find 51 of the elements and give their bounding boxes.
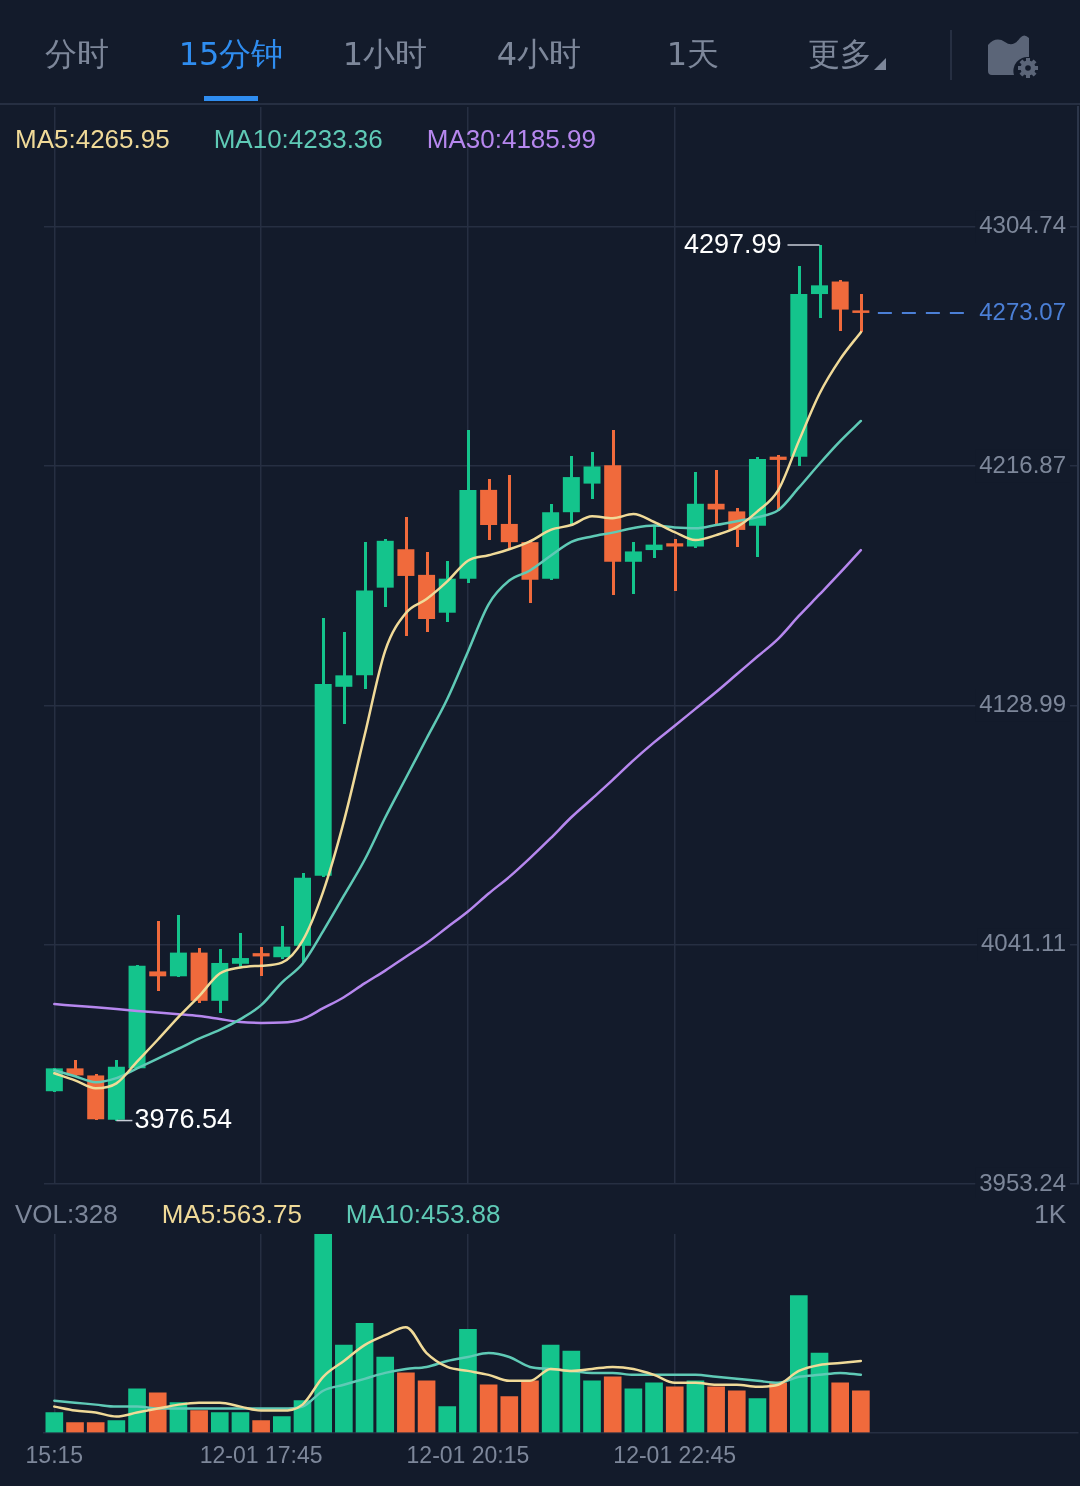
text: MA5:563.75 xyxy=(161,1199,302,1230)
bar xyxy=(190,1410,208,1433)
bar xyxy=(210,1412,229,1433)
bar xyxy=(562,1350,581,1433)
bar xyxy=(252,1420,270,1433)
bar xyxy=(66,1422,84,1433)
text: 1天 xyxy=(666,35,720,73)
x-tick-label: 12-01 22:45 xyxy=(613,1441,737,1468)
bar xyxy=(727,1390,746,1433)
bar xyxy=(541,1344,560,1433)
bar xyxy=(86,1422,105,1433)
x-tick-label: 12-01 20:15 xyxy=(406,1441,530,1468)
bar xyxy=(852,1390,870,1433)
bar xyxy=(748,1398,767,1433)
bar xyxy=(376,1356,395,1433)
text: 1K xyxy=(1034,1199,1067,1230)
bar xyxy=(272,1416,291,1433)
bar xyxy=(831,1382,850,1433)
bar xyxy=(624,1388,643,1433)
bar xyxy=(438,1406,457,1433)
bar xyxy=(335,1344,353,1433)
bar xyxy=(665,1386,684,1433)
y-tick-label: 3953.24 xyxy=(979,1168,1066,1196)
text: 更多 xyxy=(808,35,872,73)
bar xyxy=(397,1372,415,1433)
bar xyxy=(45,1412,64,1433)
bar xyxy=(789,1295,808,1433)
x-tick-label: 15:15 xyxy=(25,1441,84,1468)
bar xyxy=(417,1380,436,1433)
bar xyxy=(645,1382,663,1433)
bar xyxy=(479,1384,498,1433)
bar xyxy=(107,1420,126,1433)
bar xyxy=(500,1396,519,1433)
text: VOL:328 xyxy=(15,1199,118,1230)
bar xyxy=(521,1380,539,1433)
text: 分时 xyxy=(45,35,109,73)
text: 15分钟 xyxy=(178,35,284,73)
text: 4小时 xyxy=(496,35,582,73)
bar xyxy=(355,1322,374,1433)
bar xyxy=(686,1380,705,1433)
bar xyxy=(707,1386,725,1433)
bar xyxy=(459,1328,477,1433)
bar xyxy=(769,1382,787,1433)
bar xyxy=(583,1380,601,1433)
bar xyxy=(603,1376,622,1433)
bar xyxy=(148,1392,167,1433)
x-tick-label: 12-01 17:45 xyxy=(199,1441,323,1468)
bar xyxy=(314,1234,333,1433)
bar xyxy=(231,1412,250,1433)
text: MA10:453.88 xyxy=(345,1199,501,1230)
text: 1小时 xyxy=(342,35,428,73)
